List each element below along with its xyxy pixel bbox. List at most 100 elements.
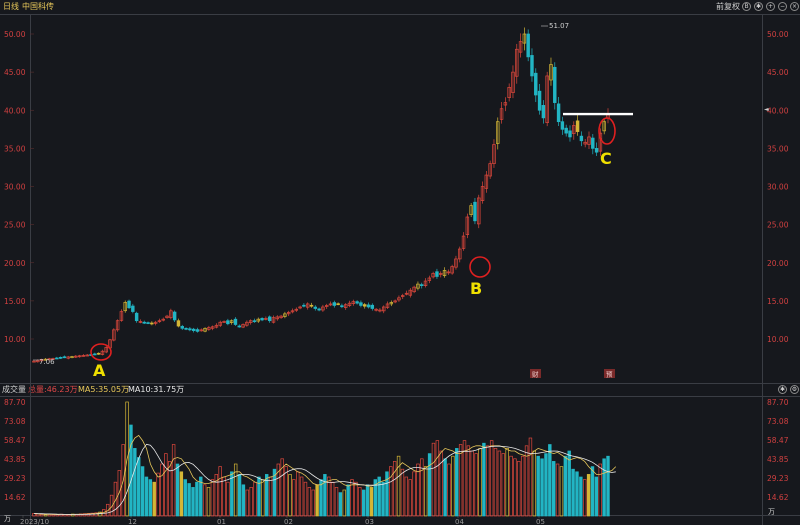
volume-bar[interactable] [327, 476, 331, 517]
volume-bar[interactable] [202, 484, 207, 517]
candle[interactable] [176, 320, 181, 327]
volume-bar[interactable] [272, 468, 277, 517]
volume-bar[interactable] [575, 471, 579, 517]
candle[interactable] [275, 316, 280, 320]
candle[interactable] [180, 326, 184, 329]
volume-bar[interactable] [280, 458, 284, 517]
volume-bar[interactable] [474, 453, 478, 517]
candle[interactable] [85, 354, 89, 357]
volume-bar[interactable] [121, 444, 125, 517]
volume-bar[interactable] [268, 476, 273, 517]
candle[interactable] [522, 33, 527, 44]
volume-bar[interactable] [486, 445, 490, 517]
candle[interactable] [47, 358, 51, 361]
candle[interactable] [127, 300, 131, 309]
candle[interactable] [222, 321, 226, 323]
candle[interactable] [165, 315, 169, 318]
volume-bar[interactable] [524, 445, 529, 517]
volume-bar[interactable] [109, 494, 114, 517]
candle[interactable] [537, 90, 542, 111]
volume-bar[interactable] [179, 471, 184, 517]
zoom-in-icon[interactable]: + [766, 2, 775, 11]
volume-bar[interactable] [133, 448, 137, 517]
candle[interactable] [191, 328, 196, 331]
candle[interactable] [496, 121, 500, 144]
candle[interactable] [446, 271, 451, 274]
volume-bar[interactable] [389, 466, 393, 517]
candle[interactable] [153, 321, 158, 324]
candle[interactable] [549, 64, 553, 81]
volume-bar[interactable] [598, 463, 602, 517]
volume-bar[interactable] [175, 463, 180, 517]
candle[interactable] [541, 105, 546, 119]
volume-bar[interactable] [307, 487, 312, 517]
candle[interactable] [256, 318, 260, 322]
volume-bar[interactable] [392, 461, 397, 517]
candle[interactable] [203, 327, 207, 332]
candle[interactable] [286, 311, 291, 315]
volume-bar[interactable] [404, 476, 409, 517]
volume-bar[interactable] [420, 458, 424, 517]
candle[interactable] [488, 163, 492, 177]
volume-bar[interactable] [435, 440, 440, 517]
period-tab[interactable]: 日线 [3, 2, 19, 11]
candle[interactable] [359, 302, 363, 306]
candle[interactable] [355, 301, 359, 304]
volume-bar[interactable] [431, 442, 436, 517]
volume-bar[interactable] [350, 479, 354, 517]
candle[interactable] [146, 322, 150, 324]
volume-bar[interactable] [497, 450, 502, 517]
candle[interactable] [267, 316, 272, 322]
candle[interactable] [499, 108, 504, 120]
candle[interactable] [115, 320, 120, 331]
candle[interactable] [526, 33, 530, 58]
candle[interactable] [66, 356, 70, 359]
candle[interactable] [245, 321, 249, 326]
candle[interactable] [214, 324, 219, 328]
volume-bar[interactable] [540, 458, 544, 517]
candle[interactable] [397, 297, 401, 301]
candle[interactable] [594, 148, 599, 153]
candle[interactable] [382, 306, 386, 312]
volume-bar[interactable] [311, 489, 315, 517]
candle[interactable] [408, 289, 413, 296]
volume-bar[interactable] [144, 476, 149, 517]
zoom-out-icon[interactable]: − [778, 2, 787, 11]
volume-bar[interactable] [365, 484, 370, 517]
volume-bar[interactable] [82, 513, 87, 517]
candle[interactable] [233, 318, 238, 325]
adjust-mode-button[interactable]: 前复权 [716, 2, 740, 11]
candle[interactable] [575, 120, 580, 132]
candle[interactable] [321, 306, 325, 311]
volume-bar[interactable] [214, 474, 218, 517]
volume-bar[interactable] [338, 492, 343, 517]
candle[interactable] [100, 350, 105, 355]
candle[interactable] [579, 135, 584, 142]
candle[interactable] [93, 353, 97, 356]
volume-bar[interactable] [358, 487, 362, 517]
volume-bar[interactable] [427, 453, 432, 517]
candle[interactable] [39, 359, 44, 362]
volume-bar[interactable] [447, 463, 451, 517]
volume-bar[interactable] [408, 479, 412, 517]
close-icon[interactable]: × [790, 2, 799, 11]
volume-bar[interactable] [505, 448, 509, 517]
candle[interactable] [134, 312, 139, 322]
candle[interactable] [458, 248, 462, 260]
candle[interactable] [298, 306, 302, 309]
volume-bar[interactable] [416, 463, 420, 517]
candle[interactable] [51, 358, 55, 360]
volume-bar[interactable] [478, 448, 482, 517]
volume-bar[interactable] [466, 445, 471, 517]
candle[interactable] [423, 280, 428, 286]
volume-bar[interactable] [424, 466, 428, 517]
volume-bar[interactable] [187, 483, 191, 517]
volume-bar[interactable] [489, 440, 494, 517]
volume-bar[interactable] [369, 487, 374, 517]
volume-bar[interactable] [113, 481, 118, 517]
marker-forecast[interactable] [604, 369, 615, 378]
candle[interactable] [469, 205, 473, 215]
candle[interactable] [503, 102, 508, 106]
volume-bar[interactable] [373, 479, 378, 517]
candle[interactable] [362, 304, 367, 307]
